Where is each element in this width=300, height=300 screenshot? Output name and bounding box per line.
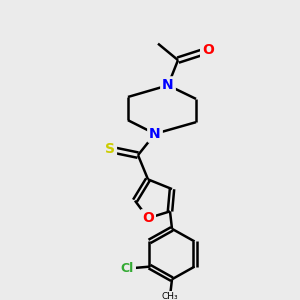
Text: N: N <box>162 78 174 92</box>
Text: O: O <box>142 211 154 225</box>
Text: S: S <box>105 142 115 156</box>
Text: N: N <box>149 127 161 141</box>
Text: O: O <box>202 44 214 57</box>
Text: Cl: Cl <box>121 262 134 275</box>
Text: CH₃: CH₃ <box>162 292 178 300</box>
